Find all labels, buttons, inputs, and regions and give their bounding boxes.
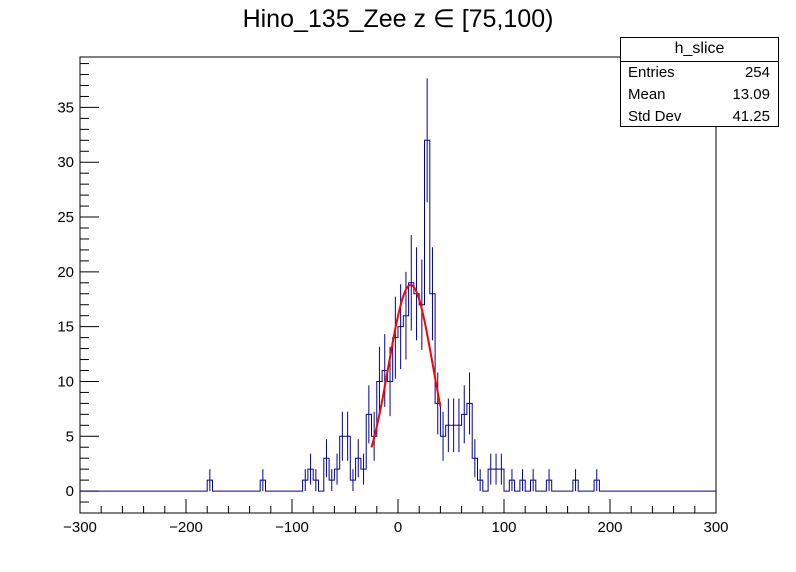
stats-label: Mean — [628, 86, 666, 103]
stats-box-title: h_slice — [621, 38, 778, 62]
stats-box: h_slice Entries 254 Mean 13.09 Std Dev 4… — [620, 37, 779, 127]
stats-value: 254 — [744, 64, 770, 81]
x-tick-label: −300 — [63, 519, 97, 536]
gaussian-fit — [370, 283, 442, 448]
x-tick-label: −100 — [275, 519, 309, 536]
x-tick-label: 200 — [597, 519, 622, 536]
axes: −300 −200 −100 0 100 200 300 0 5 10 15 20 25 30 35 — [57, 63, 729, 536]
y-tick-label: 20 — [57, 264, 74, 281]
histogram-series — [80, 78, 716, 492]
fit-curve — [370, 283, 442, 448]
x-tick-label: 0 — [394, 519, 402, 536]
stats-value: 41.25 — [732, 108, 770, 125]
y-tick-label: 30 — [57, 154, 74, 171]
x-tick-label: 300 — [703, 519, 728, 536]
y-tick-label: 35 — [57, 99, 74, 116]
histogram-line — [80, 139, 716, 492]
stats-row-mean: Mean 13.09 — [621, 84, 778, 106]
stats-label: Std Dev — [628, 108, 682, 125]
y-tick-label: 25 — [57, 209, 74, 226]
chart-title: Hino_135_Zee z ∈ [75,100) — [242, 5, 554, 33]
y-tick-label: 5 — [66, 428, 74, 445]
stats-label: Entries — [628, 64, 675, 81]
stats-row-entries: Entries 254 — [621, 62, 778, 84]
x-tick-label: 100 — [491, 519, 516, 536]
stats-value: 13.09 — [732, 86, 770, 103]
stats-row-stddev: Std Dev 41.25 — [621, 106, 778, 128]
y-tick-label: 0 — [66, 483, 74, 500]
x-tick-label: −200 — [169, 519, 203, 536]
y-tick-label: 10 — [57, 373, 74, 390]
y-tick-label: 15 — [57, 319, 74, 336]
